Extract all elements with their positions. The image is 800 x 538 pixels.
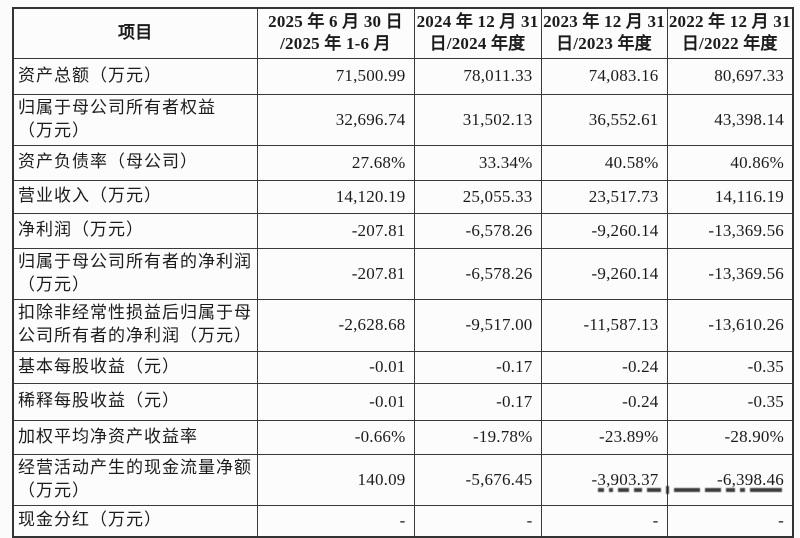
cell-value: -13,369.56 [666, 247, 794, 300]
table-row-weighted-roe: 加权平均净资产收益率 -0.66% -19.78% -23.89% -28.90… [12, 419, 794, 455]
row-label: 营业收入（万元） [12, 179, 258, 214]
cell-value: -23.89% [540, 419, 668, 455]
cell-value: 14,116.19 [666, 179, 794, 214]
cell-value: -207.81 [256, 212, 415, 249]
header-line: /2025 年 1-6 月 [280, 34, 391, 54]
cell-value: 140.09 [256, 453, 415, 506]
cell-value: -0.35 [666, 350, 794, 384]
header-line: 日/2022 年度 [681, 34, 778, 54]
header-period-2022: 2022 年 12 月 31 日/2022 年度 [666, 7, 794, 59]
cell-value: -9,260.14 [540, 212, 668, 249]
header-line: 2024 年 12 月 31 [416, 12, 539, 31]
cell-value: -0.01 [256, 382, 415, 421]
cell-value: -0.24 [540, 350, 668, 384]
cell-value: -13,610.26 [666, 298, 794, 352]
row-label: 扣除非经常性损益后归属于母 公司所有者的净利润（万元） [12, 298, 258, 352]
cell-value: 80,697.33 [666, 57, 794, 95]
cell-value: 40.86% [666, 144, 794, 181]
cell-value: -3,903.37 [540, 453, 668, 506]
table-row-cash-dividend: 现金分红（万元） - - - - [12, 504, 794, 538]
row-label: 归属于母公司所有者权益 （万元） [12, 93, 258, 146]
cell-value: -6,578.26 [413, 212, 542, 249]
table-row-deducted-net-profit: 扣除非经常性损益后归属于母 公司所有者的净利润（万元） -2,628.68 -9… [12, 298, 794, 352]
cell-value: - [666, 504, 794, 538]
cell-value: - [540, 504, 668, 538]
row-label: 现金分红（万元） [12, 504, 258, 538]
table-row-debt-ratio: 资产负债率（母公司） 27.68% 33.34% 40.58% 40.86% [12, 144, 794, 181]
header-period-2023: 2023 年 12 月 31 日/2023 年度 [540, 7, 668, 59]
cell-value: -0.17 [413, 350, 542, 384]
row-label: 净利润（万元） [12, 212, 258, 249]
cell-value: -0.17 [413, 382, 542, 421]
cell-value: -11,587.13 [540, 298, 668, 352]
table-row-diluted-eps: 稀释每股收益（元） -0.01 -0.17 -0.24 -0.35 [12, 382, 794, 421]
cell-value: -0.35 [666, 382, 794, 421]
header-row: 项目 2025 年 6 月 30 日/2025 年 1-6 月 2024 年 1… [12, 7, 794, 59]
header-item: 项目 [12, 7, 258, 59]
row-label: 归属于母公司所有者的净利润 （万元） [12, 247, 258, 300]
cell-value: 27.68% [256, 144, 415, 181]
table-row-parent-equity: 归属于母公司所有者权益 （万元） 32,696.74 31,502.13 36,… [12, 93, 794, 146]
cell-value: -0.66% [256, 419, 415, 455]
table-row-total-assets: 资产总额（万元） 71,500.99 78,011.33 74,083.16 8… [12, 57, 794, 95]
cell-value: 43,398.14 [666, 93, 794, 146]
table-row-parent-net-profit: 归属于母公司所有者的净利润 （万元） -207.81 -6,578.26 -9,… [12, 247, 794, 300]
table-row-basic-eps: 基本每股收益（元） -0.01 -0.17 -0.24 -0.35 [12, 350, 794, 384]
header-line: 2022 年 12 月 31 [668, 12, 791, 31]
cell-value: 25,055.33 [413, 179, 542, 214]
cell-value: 32,696.74 [256, 93, 415, 146]
table-row-net-profit: 净利润（万元） -207.81 -6,578.26 -9,260.14 -13,… [12, 212, 794, 249]
cell-value: -207.81 [256, 247, 415, 300]
header-line: 日/2024 年度 [429, 34, 526, 54]
cell-value: 40.58% [540, 144, 668, 181]
cell-value: 14,120.19 [256, 179, 415, 214]
cell-value: 36,552.61 [540, 93, 668, 146]
row-label: 稀释每股收益（元） [12, 382, 258, 421]
cell-value: - [256, 504, 415, 538]
cell-value: -6,398.46 [666, 453, 794, 506]
cell-value: -19.78% [413, 419, 542, 455]
header-period-2024: 2024 年 12 月 31 日/2024 年度 [413, 7, 542, 59]
cell-value: -9,260.14 [540, 247, 668, 300]
cell-value: 33.34% [413, 144, 542, 181]
row-label: 加权平均净资产收益率 [12, 419, 258, 455]
row-label: 资产负债率（母公司） [12, 144, 258, 181]
cell-value: 78,011.33 [413, 57, 542, 95]
cell-value: 31,502.13 [413, 93, 542, 146]
row-label: 资产总额（万元） [12, 57, 258, 95]
cell-value: -9,517.00 [413, 298, 542, 352]
row-label: 基本每股收益（元） [12, 350, 258, 384]
financial-summary-table: 项目 2025 年 6 月 30 日/2025 年 1-6 月 2024 年 1… [12, 7, 794, 538]
table-row-operating-cash-flow: 经营活动产生的现金流量净额 （万元） 140.09 -5,676.45 -3,9… [12, 453, 794, 506]
header-line: 日/2023 年度 [556, 34, 652, 54]
cell-value: -0.01 [256, 350, 415, 384]
cell-value: - [413, 504, 542, 538]
cell-value: -0.24 [540, 382, 668, 421]
cell-value: -13,369.56 [666, 212, 794, 249]
header-period-2025h1: 2025 年 6 月 30 日/2025 年 1-6 月 [256, 7, 415, 59]
cell-value: -28.90% [666, 419, 794, 455]
header-line: 2025 年 6 月 30 日 [268, 12, 403, 31]
table-row-revenue: 营业收入（万元） 14,120.19 25,055.33 23,517.73 1… [12, 179, 794, 214]
cell-value: -6,578.26 [413, 247, 542, 300]
cell-value: 74,083.16 [540, 57, 668, 95]
cell-value: -5,676.45 [413, 453, 542, 506]
row-label: 经营活动产生的现金流量净额 （万元） [12, 453, 258, 506]
cell-value: 23,517.73 [540, 179, 668, 214]
cell-value: -2,628.68 [256, 298, 415, 352]
cell-value: 71,500.99 [256, 57, 415, 95]
header-line: 2023 年 12 月 31 [543, 12, 665, 31]
